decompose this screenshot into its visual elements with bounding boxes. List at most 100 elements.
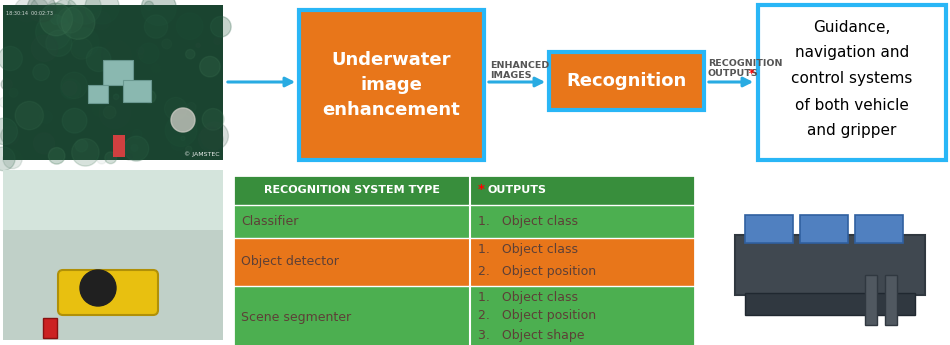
Circle shape: [200, 56, 220, 77]
FancyBboxPatch shape: [233, 205, 695, 238]
Circle shape: [137, 53, 143, 59]
Circle shape: [143, 90, 156, 103]
Circle shape: [97, 154, 106, 164]
Text: Underwater
image
enhancement: Underwater image enhancement: [323, 51, 461, 119]
Circle shape: [3, 150, 22, 169]
Circle shape: [62, 108, 87, 133]
Circle shape: [92, 102, 106, 116]
FancyBboxPatch shape: [865, 275, 877, 325]
Circle shape: [46, 30, 72, 56]
Circle shape: [187, 102, 196, 112]
Text: navigation and: navigation and: [795, 46, 909, 60]
Text: of both vehicle: of both vehicle: [795, 98, 909, 112]
Text: ENHANCED: ENHANCED: [490, 61, 549, 70]
Circle shape: [47, 10, 60, 23]
Circle shape: [54, 0, 77, 22]
Text: Scene segmenter: Scene segmenter: [241, 312, 352, 325]
Circle shape: [67, 0, 102, 24]
Circle shape: [15, 101, 44, 130]
Circle shape: [71, 139, 99, 166]
Circle shape: [180, 136, 185, 140]
FancyBboxPatch shape: [233, 175, 695, 205]
Circle shape: [14, 0, 39, 22]
FancyBboxPatch shape: [233, 286, 695, 345]
Text: 2.   Object position: 2. Object position: [478, 266, 597, 278]
Circle shape: [0, 46, 23, 71]
Text: RECOGNITION: RECOGNITION: [708, 59, 783, 68]
Circle shape: [30, 0, 48, 16]
Circle shape: [125, 154, 132, 160]
Circle shape: [165, 115, 197, 146]
FancyBboxPatch shape: [103, 60, 133, 85]
Circle shape: [196, 43, 200, 48]
Circle shape: [61, 72, 87, 99]
FancyBboxPatch shape: [549, 52, 704, 110]
FancyBboxPatch shape: [43, 318, 57, 338]
Circle shape: [0, 97, 10, 107]
Text: 2.   Object position: 2. Object position: [478, 309, 597, 323]
Circle shape: [200, 122, 228, 150]
FancyBboxPatch shape: [885, 275, 897, 325]
Circle shape: [63, 81, 77, 96]
FancyBboxPatch shape: [233, 238, 695, 286]
Text: Guidance,: Guidance,: [813, 20, 891, 34]
Text: 1.   Object class: 1. Object class: [478, 290, 578, 304]
Text: *: *: [749, 69, 754, 79]
Circle shape: [80, 270, 116, 306]
Circle shape: [164, 97, 187, 120]
FancyBboxPatch shape: [113, 135, 125, 157]
FancyBboxPatch shape: [3, 5, 223, 160]
Circle shape: [86, 0, 119, 24]
Circle shape: [26, 9, 31, 15]
Circle shape: [113, 94, 119, 100]
FancyBboxPatch shape: [3, 170, 223, 340]
Circle shape: [139, 85, 145, 91]
Circle shape: [185, 49, 195, 59]
Text: RECOGNITION SYSTEM TYPE: RECOGNITION SYSTEM TYPE: [263, 185, 440, 195]
FancyBboxPatch shape: [735, 235, 925, 295]
Text: 1.   Object class: 1. Object class: [478, 215, 578, 228]
Circle shape: [99, 97, 130, 129]
Circle shape: [137, 47, 144, 55]
Text: Recognition: Recognition: [566, 72, 687, 90]
Circle shape: [185, 146, 192, 152]
Circle shape: [86, 38, 110, 62]
FancyBboxPatch shape: [299, 10, 484, 160]
Circle shape: [199, 127, 223, 151]
Circle shape: [102, 40, 131, 70]
FancyBboxPatch shape: [758, 5, 946, 160]
Circle shape: [171, 136, 185, 150]
Circle shape: [71, 38, 92, 59]
Text: and gripper: and gripper: [808, 124, 897, 138]
Circle shape: [61, 6, 95, 39]
Circle shape: [151, 63, 161, 73]
Circle shape: [104, 106, 116, 119]
Circle shape: [1, 126, 19, 145]
Circle shape: [75, 139, 87, 152]
Circle shape: [132, 129, 142, 139]
Circle shape: [139, 43, 159, 63]
Text: 1.   Object class: 1. Object class: [478, 244, 578, 256]
Text: OUTPUTS: OUTPUTS: [708, 69, 759, 79]
FancyBboxPatch shape: [58, 270, 158, 315]
Circle shape: [69, 28, 99, 57]
Circle shape: [48, 148, 65, 164]
Circle shape: [35, 14, 71, 50]
Circle shape: [162, 39, 172, 49]
Text: 3.   Object shape: 3. Object shape: [478, 328, 584, 342]
Text: control systems: control systems: [791, 71, 913, 87]
Text: *: *: [478, 184, 484, 197]
Circle shape: [142, 0, 177, 26]
Circle shape: [40, 3, 72, 36]
FancyBboxPatch shape: [855, 215, 903, 243]
Circle shape: [89, 109, 98, 118]
Circle shape: [144, 1, 154, 10]
Circle shape: [104, 152, 117, 164]
Circle shape: [186, 114, 211, 138]
Circle shape: [51, 14, 61, 24]
Circle shape: [33, 133, 55, 154]
Text: IMAGES: IMAGES: [490, 71, 531, 80]
Text: Object detector: Object detector: [241, 256, 339, 268]
Circle shape: [32, 64, 49, 81]
Circle shape: [61, 79, 81, 99]
